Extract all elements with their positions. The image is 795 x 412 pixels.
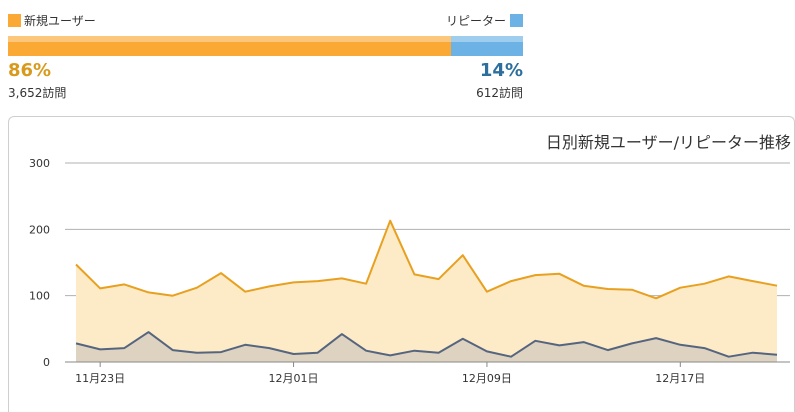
chart-title: 日別新規ユーザー/リピーター推移 <box>545 133 791 152</box>
x-tick-label: 12月09日 <box>462 372 512 385</box>
point-new-users <box>122 282 126 286</box>
x-tick-label: 12月17日 <box>655 372 705 385</box>
point-repeaters <box>437 351 441 355</box>
point-new-users <box>557 272 561 276</box>
point-new-users <box>243 290 247 294</box>
point-new-users <box>171 294 175 298</box>
y-tick-label: 300 <box>29 157 50 170</box>
percent-new-users: 86% <box>8 60 52 81</box>
point-repeaters <box>122 346 126 350</box>
point-new-users <box>147 290 151 294</box>
point-repeaters <box>727 355 731 359</box>
point-new-users <box>98 286 102 290</box>
ratio-bar-new-users <box>8 36 451 56</box>
point-repeaters <box>195 351 199 355</box>
point-repeaters <box>582 340 586 344</box>
point-new-users <box>751 279 755 283</box>
point-repeaters <box>340 332 344 336</box>
point-new-users <box>485 290 489 294</box>
point-new-users <box>654 296 658 300</box>
point-new-users <box>509 279 513 283</box>
point-repeaters <box>74 341 78 345</box>
point-repeaters <box>388 353 392 357</box>
point-new-users <box>74 262 78 266</box>
point-repeaters <box>292 352 296 356</box>
point-repeaters <box>509 355 513 359</box>
point-new-users <box>437 277 441 281</box>
y-tick-label: 0 <box>43 356 50 369</box>
point-repeaters <box>678 343 682 347</box>
y-tick-label: 100 <box>29 290 50 303</box>
point-repeaters <box>171 348 175 352</box>
point-new-users <box>582 284 586 288</box>
point-new-users <box>775 284 779 288</box>
line-new-users <box>75 219 778 300</box>
ratio-bar-repeaters <box>450 36 524 56</box>
legend-swatch-repeaters <box>510 14 523 27</box>
legend-label-repeaters: リピーター <box>445 14 506 28</box>
point-repeaters <box>147 330 151 334</box>
percent-repeaters: 14% <box>479 60 523 81</box>
point-repeaters <box>533 339 537 343</box>
point-repeaters <box>751 351 755 355</box>
x-tick-label: 11月23日 <box>75 372 125 385</box>
point-repeaters <box>461 337 465 341</box>
point-repeaters <box>485 349 489 353</box>
point-new-users <box>412 272 416 276</box>
legend-label-new-users: 新規ユーザー <box>24 14 96 28</box>
point-new-users <box>606 287 610 291</box>
visits-repeaters: 612訪問 <box>476 86 523 100</box>
point-repeaters <box>630 341 634 345</box>
point-new-users <box>219 271 223 275</box>
x-tick-label: 12月01日 <box>269 372 319 385</box>
point-repeaters <box>557 343 561 347</box>
point-new-users <box>292 280 296 284</box>
ratio-bar <box>8 36 524 56</box>
point-new-users <box>340 276 344 280</box>
point-repeaters <box>243 343 247 347</box>
point-repeaters <box>412 349 416 353</box>
point-repeaters <box>98 347 102 351</box>
point-repeaters <box>316 351 320 355</box>
legend-swatch-new-users <box>8 14 21 27</box>
point-new-users <box>727 274 731 278</box>
point-new-users <box>630 288 634 292</box>
point-repeaters <box>654 336 658 340</box>
point-new-users <box>195 286 199 290</box>
area-repeaters <box>76 332 777 362</box>
point-repeaters <box>364 349 368 353</box>
area-new-users <box>76 220 777 362</box>
point-new-users <box>533 273 537 277</box>
point-repeaters <box>775 353 779 357</box>
point-repeaters <box>606 348 610 352</box>
legend-new-users: 新規ユーザー <box>8 12 96 29</box>
point-repeaters <box>219 350 223 354</box>
point-new-users <box>461 253 465 257</box>
point-new-users <box>267 284 271 288</box>
visits-new-users: 3,652訪問 <box>8 86 67 100</box>
point-new-users <box>702 282 706 286</box>
line-repeaters <box>75 331 778 358</box>
legend-repeaters: リピーター <box>446 12 523 29</box>
point-new-users <box>364 282 368 286</box>
point-new-users <box>678 286 682 290</box>
point-new-users <box>316 279 320 283</box>
y-tick-label: 200 <box>29 223 50 236</box>
point-repeaters <box>702 346 706 350</box>
point-repeaters <box>267 346 271 350</box>
point-new-users <box>388 219 392 223</box>
